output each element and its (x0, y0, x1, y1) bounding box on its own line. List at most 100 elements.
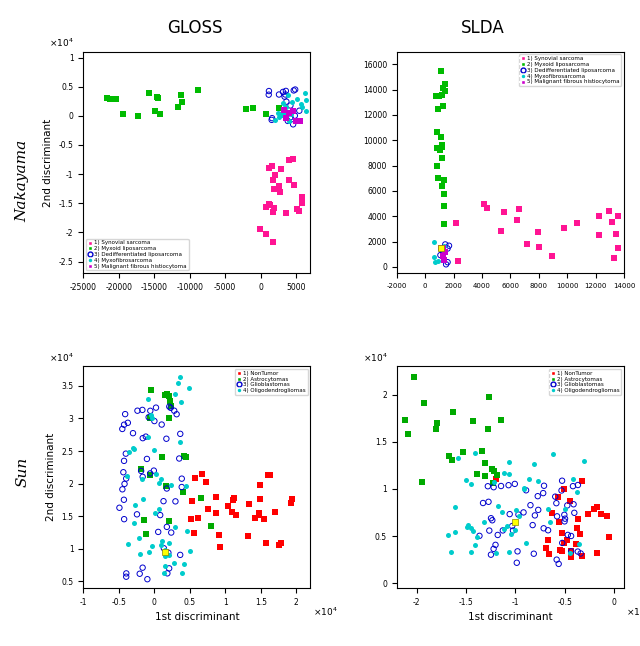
Point (447, 455, 457, 465)
Point (559, 510, 570, 520)
Point (201, 477, 211, 487)
Point (124, 446, 134, 457)
Point (163, 568, 173, 579)
Point (150, 106, 161, 116)
Point (438, 251, 448, 262)
Point (504, 509, 515, 519)
Point (175, 550, 186, 560)
Point (122, 471, 132, 481)
Point (514, 204, 524, 214)
Point (255, 480, 265, 490)
Text: $\times10^4$: $\times10^4$ (313, 605, 337, 618)
Point (134, 533, 145, 543)
Point (261, 202, 271, 212)
Point (436, 244, 446, 254)
Y-axis label: 2nd discriminant: 2nd discriminant (43, 118, 53, 207)
Point (283, 90, 293, 100)
Point (435, 145, 445, 155)
Point (490, 474, 500, 484)
Point (534, 242, 545, 252)
Point (152, 92, 162, 102)
Point (280, 102, 290, 112)
Point (490, 539, 500, 550)
Point (288, 119, 298, 129)
Point (153, 526, 163, 537)
Point (557, 537, 567, 548)
Point (477, 446, 488, 456)
Point (248, 103, 259, 113)
Point (182, 526, 192, 536)
Point (296, 198, 307, 209)
Point (488, 544, 499, 554)
Point (255, 224, 265, 234)
Point (525, 500, 536, 510)
Point (177, 96, 188, 107)
Point (399, 415, 410, 425)
Point (163, 390, 173, 401)
Point (504, 480, 514, 490)
Point (518, 507, 529, 517)
Point (594, 211, 604, 221)
Point (128, 428, 138, 439)
Point (524, 474, 534, 484)
Point (532, 491, 543, 501)
Point (184, 383, 195, 393)
Point (437, 140, 447, 150)
Point (562, 535, 572, 545)
Point (436, 243, 446, 253)
Point (480, 471, 490, 481)
Point (117, 484, 127, 494)
Point (142, 574, 152, 585)
Point (264, 163, 274, 173)
Point (146, 385, 156, 395)
Point (612, 211, 623, 221)
Point (138, 433, 148, 443)
Point (289, 180, 299, 190)
Point (259, 514, 269, 525)
Point (437, 182, 447, 192)
Point (119, 514, 129, 525)
Point (136, 474, 147, 484)
Point (444, 451, 454, 461)
Point (178, 486, 188, 497)
Point (506, 529, 516, 539)
Point (288, 106, 298, 116)
Point (298, 102, 308, 112)
Point (607, 217, 617, 227)
Point (511, 215, 522, 225)
Point (211, 492, 221, 503)
Point (280, 109, 291, 120)
Point (609, 253, 619, 263)
Point (211, 508, 221, 518)
Point (276, 538, 286, 548)
Point (156, 540, 166, 550)
Point (499, 207, 509, 217)
Point (267, 113, 277, 123)
Point (173, 102, 183, 112)
Point (273, 108, 284, 118)
Point (122, 539, 132, 550)
Point (432, 127, 442, 137)
Point (438, 255, 449, 265)
Point (557, 475, 567, 486)
Point (444, 240, 454, 251)
Point (571, 539, 581, 549)
Point (265, 200, 275, 210)
Point (565, 548, 575, 559)
Point (548, 449, 559, 459)
Point (572, 523, 582, 533)
Point (613, 243, 623, 253)
Point (489, 477, 499, 487)
Point (143, 432, 154, 443)
Point (436, 66, 447, 76)
Point (290, 85, 300, 95)
Point (466, 523, 476, 533)
Point (165, 396, 175, 406)
Point (145, 470, 155, 480)
Point (301, 95, 311, 105)
X-axis label: 1st discriminant: 1st discriminant (468, 612, 553, 622)
Point (120, 479, 130, 489)
Point (483, 481, 493, 492)
Point (566, 531, 576, 541)
Point (300, 88, 310, 98)
